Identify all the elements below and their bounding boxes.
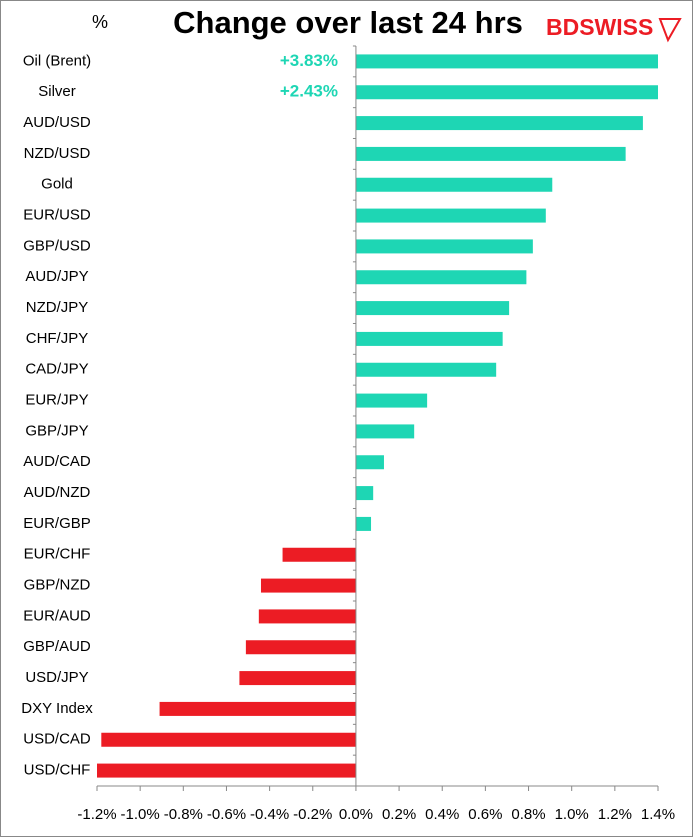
brand-logo: BDSWISS xyxy=(546,14,653,40)
y-tick-label: USD/CHF xyxy=(24,762,91,779)
bar xyxy=(260,578,356,593)
bar xyxy=(355,85,658,100)
bar xyxy=(355,362,497,377)
y-tick-label: USD/CAD xyxy=(23,731,91,748)
bar xyxy=(355,486,374,501)
y-tick-label: EUR/AUD xyxy=(23,607,91,624)
bar xyxy=(355,116,643,131)
bar xyxy=(355,424,415,439)
bar xyxy=(355,239,533,254)
x-tick-label: 1.4% xyxy=(641,806,675,823)
x-tick-label: 0.4% xyxy=(425,806,459,823)
y-tick-label: Gold xyxy=(41,176,73,193)
bar xyxy=(355,516,372,531)
bar xyxy=(245,640,356,655)
y-tick-label: AUD/NZD xyxy=(24,484,91,501)
x-tick-label: 0.0% xyxy=(339,806,373,823)
y-tick-label: GBP/JPY xyxy=(25,422,88,439)
y-tick-label: EUR/USD xyxy=(23,207,91,224)
y-tick-label: Silver xyxy=(38,83,76,100)
bar xyxy=(239,671,356,686)
bar xyxy=(355,54,658,69)
y-tick-label: EUR/JPY xyxy=(25,392,88,409)
x-tick-label: 0.6% xyxy=(468,806,502,823)
y-tick-label: AUD/USD xyxy=(23,114,91,131)
x-tick-label: -0.8% xyxy=(164,806,203,823)
x-tick-label: -1.0% xyxy=(121,806,160,823)
bar xyxy=(97,763,356,778)
y-tick-label: NZD/USD xyxy=(24,145,91,162)
brand-icon xyxy=(658,18,682,43)
x-tick-label: 1.2% xyxy=(598,806,632,823)
bar xyxy=(159,701,356,716)
chart-title: Change over last 24 hrs xyxy=(173,5,523,40)
y-tick-label: GBP/AUD xyxy=(23,638,91,655)
bar xyxy=(355,301,510,316)
bar xyxy=(355,455,384,470)
value-label: +3.83% xyxy=(280,51,338,70)
y-tick-label: DXY Index xyxy=(21,700,93,717)
bar xyxy=(355,270,527,285)
x-tick-label: -0.4% xyxy=(250,806,289,823)
value-label: +2.43% xyxy=(280,82,338,101)
bar xyxy=(101,732,356,747)
bars xyxy=(97,54,658,778)
bar xyxy=(258,609,356,624)
unit-label: % xyxy=(92,12,108,32)
bar xyxy=(282,547,356,562)
x-tick-label: -0.6% xyxy=(207,806,246,823)
bar xyxy=(355,393,428,408)
y-tick-label: AUD/CAD xyxy=(23,453,91,470)
y-tick-label: CAD/JPY xyxy=(25,361,88,378)
bar xyxy=(355,208,546,223)
x-tick-label: -0.2% xyxy=(293,806,332,823)
bar xyxy=(355,177,553,192)
y-tick-label: AUD/JPY xyxy=(25,268,88,285)
bar xyxy=(355,331,503,346)
x-tick-label: 0.2% xyxy=(382,806,416,823)
x-tick-label: 0.8% xyxy=(511,806,545,823)
bar xyxy=(355,146,626,161)
y-tick-label: EUR/GBP xyxy=(23,515,91,532)
y-tick-label: USD/JPY xyxy=(25,669,88,686)
y-tick-label: GBP/NZD xyxy=(24,577,91,594)
y-tick-label: EUR/CHF xyxy=(24,546,91,563)
y-tick-label: NZD/JPY xyxy=(26,299,89,316)
y-tick-label: GBP/USD xyxy=(23,237,91,254)
y-tick-label: Oil (Brent) xyxy=(23,52,91,69)
x-tick-label: -1.2% xyxy=(77,806,116,823)
x-tick-label: 1.0% xyxy=(555,806,589,823)
y-tick-label: CHF/JPY xyxy=(26,330,89,347)
